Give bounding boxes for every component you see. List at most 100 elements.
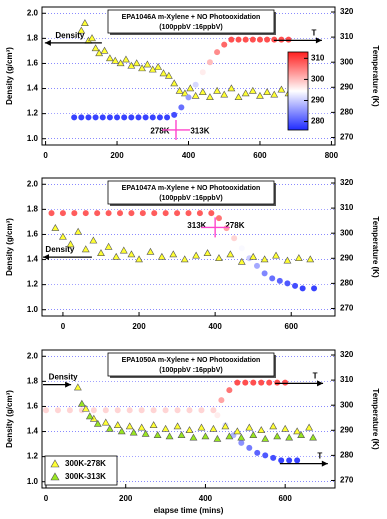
temperature-point [178, 104, 185, 111]
y-tick-label: 1.4 [27, 427, 39, 436]
temperature-point [299, 285, 306, 292]
y2-tick-label: 280 [340, 278, 354, 287]
density-point [113, 421, 122, 428]
temperature-point [42, 407, 49, 414]
x-tick-label: 0 [44, 494, 49, 503]
temperature-point [285, 36, 292, 43]
density-point [213, 434, 222, 442]
density-point [81, 404, 90, 412]
x-tick-label: 0 [43, 151, 48, 160]
y-tick-label: 1.6 [27, 230, 39, 239]
density-point [88, 34, 96, 42]
density-point [270, 90, 279, 98]
temperature-point [271, 36, 278, 43]
density-point [177, 431, 186, 439]
temperature-point [150, 407, 157, 414]
density-point [116, 59, 125, 67]
density-point [138, 64, 146, 72]
temperature-point [256, 36, 263, 43]
density-point [66, 240, 75, 248]
temperature-point [151, 210, 158, 217]
x-tick-label: 600 [278, 494, 292, 503]
y2-tick-label: 310 [340, 32, 354, 41]
y-tick-label: 1.4 [27, 255, 39, 264]
density-point [112, 252, 121, 260]
temperature-point [311, 285, 318, 292]
temperature-point [78, 407, 85, 414]
annotation: 313K [187, 221, 206, 230]
y-tick-label: 2.0 [27, 179, 39, 188]
temperature-point [246, 255, 253, 262]
density-point [173, 422, 182, 430]
x-tick-label: 200 [132, 322, 146, 331]
temperature-point [276, 277, 283, 284]
temperature-point [128, 114, 135, 121]
y2-axis-title: Temperature (K) [371, 388, 380, 450]
temperature-point [215, 215, 222, 222]
density-point [137, 423, 146, 431]
density-point [93, 419, 102, 427]
density-point [181, 89, 189, 97]
x-tick-label: 800 [325, 151, 339, 160]
density-point [105, 424, 114, 432]
y-tick-label: 1.0 [27, 305, 39, 314]
density-point [191, 91, 200, 99]
chart-title: EPA1046A m-Xylene + NO Photooxidation [122, 14, 261, 21]
temperature-point [139, 210, 146, 217]
density-point [245, 423, 254, 431]
temperature-point [99, 114, 106, 121]
temperature-point [114, 114, 121, 121]
arrow-head [317, 380, 324, 387]
legend-marker [50, 472, 60, 481]
temperature-point [105, 210, 112, 217]
temperature-point [54, 407, 61, 414]
density-point [297, 431, 306, 439]
y2-tick-label: 270 [340, 304, 354, 313]
legend-label: 300K-278K [65, 459, 106, 468]
temperature-point [254, 449, 261, 456]
annotation: T [313, 371, 318, 380]
density-point [77, 399, 86, 407]
density-point [269, 422, 278, 430]
density-point [125, 422, 134, 430]
density-point [146, 247, 155, 255]
density-point [89, 236, 98, 244]
annotation: Density [55, 31, 84, 40]
density-point [164, 71, 173, 79]
density-point [119, 246, 128, 254]
y-tick-label: 1.2 [27, 452, 39, 461]
temperature-point [282, 379, 289, 386]
density-point [206, 93, 214, 101]
temperature-point [174, 407, 181, 414]
density-point [161, 424, 170, 432]
temperature-point [162, 210, 169, 217]
cross-marker [161, 119, 190, 140]
density-point [91, 44, 100, 52]
density-point [197, 423, 206, 431]
density-point [95, 49, 104, 57]
temperature-point [135, 114, 142, 121]
density-point [149, 421, 158, 428]
temperature-point [286, 457, 293, 464]
y2-tick-label: 290 [340, 82, 354, 91]
temperature-point [174, 210, 181, 217]
temperature-point [149, 114, 156, 121]
annotation: Density [49, 373, 78, 382]
chart-title: EPA1050A m-Xylene + NO Photooxidation [122, 357, 261, 364]
chart-subtitle: (100ppbV :16ppbV) [159, 367, 222, 374]
temperature-point [270, 454, 277, 461]
temperature-point [238, 439, 245, 446]
density-point [100, 46, 109, 54]
y-tick-label: 1.2 [27, 280, 39, 289]
density-point [132, 59, 141, 67]
y2-tick-label: 310 [340, 203, 354, 212]
temperature-point [59, 210, 66, 217]
density-point [237, 257, 246, 265]
temperature-point [262, 452, 269, 459]
density-point [85, 412, 94, 420]
temperature-point [71, 114, 78, 121]
density-point [260, 255, 269, 263]
density-point [306, 255, 315, 263]
temperature-point [192, 81, 199, 88]
temperature-point [266, 379, 273, 386]
